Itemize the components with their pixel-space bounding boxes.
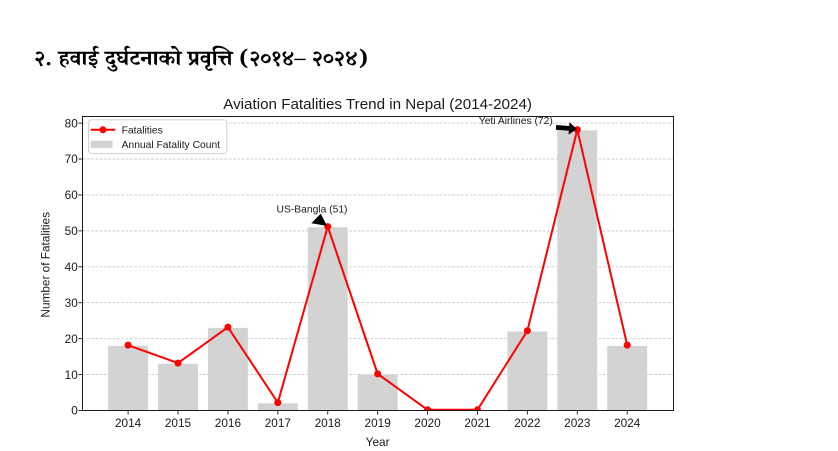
svg-text:50: 50	[65, 224, 79, 238]
svg-text:2017: 2017	[265, 416, 291, 430]
svg-text:20: 20	[65, 332, 79, 346]
svg-text:Fatalities: Fatalities	[122, 126, 163, 137]
svg-text:2021: 2021	[464, 416, 490, 430]
svg-text:Yeti Airlines (72): Yeti Airlines (72)	[479, 116, 553, 127]
svg-text:2020: 2020	[414, 416, 441, 430]
svg-text:Number of Fatalities: Number of Fatalities	[39, 212, 53, 318]
svg-text:2018: 2018	[315, 416, 342, 430]
svg-text:70: 70	[65, 152, 79, 166]
svg-text:Aviation Fatalities Trend in N: Aviation Fatalities Trend in Nepal (2014…	[223, 96, 532, 113]
svg-text:2014: 2014	[115, 416, 142, 430]
svg-text:60: 60	[65, 188, 79, 202]
svg-text:2024: 2024	[614, 416, 641, 430]
svg-text:2016: 2016	[215, 416, 242, 430]
svg-text:30: 30	[65, 296, 79, 310]
svg-text:Year: Year	[366, 435, 390, 449]
svg-text:2015: 2015	[165, 416, 192, 430]
svg-text:0: 0	[71, 404, 78, 418]
svg-text:2022: 2022	[514, 416, 540, 430]
svg-text:2019: 2019	[365, 416, 391, 430]
svg-text:40: 40	[65, 260, 79, 274]
svg-text:US-Bangla (51): US-Bangla (51)	[277, 204, 348, 215]
svg-text:2023: 2023	[564, 416, 591, 430]
svg-text:Annual Fatality Count: Annual Fatality Count	[122, 140, 221, 151]
svg-text:10: 10	[65, 368, 79, 382]
svg-text:80: 80	[65, 116, 79, 130]
